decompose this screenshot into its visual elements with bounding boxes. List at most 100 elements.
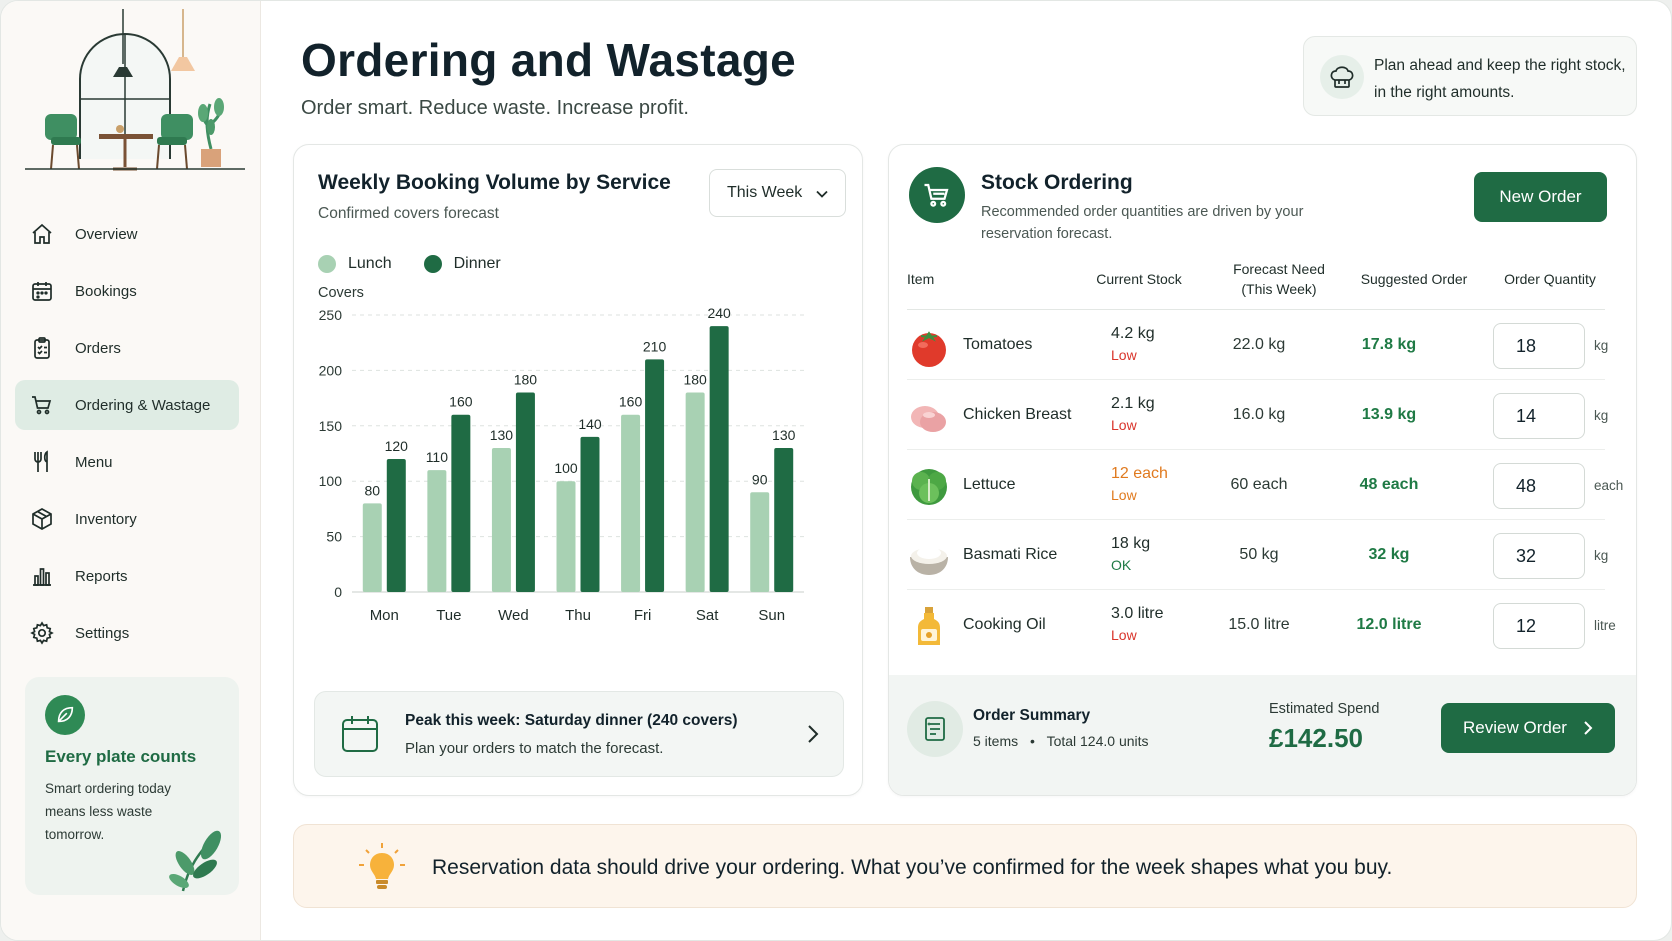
- sidebar-nav: Overview Bookings Orders Ordering & Wast…: [15, 209, 239, 665]
- unit-label: kg: [1594, 408, 1609, 423]
- row-divider: [907, 519, 1605, 520]
- chart-card-title: Weekly Booking Volume by Service: [318, 171, 671, 194]
- chart-card-subtitle: Confirmed covers forecast: [318, 205, 499, 222]
- stock-card-title: Stock Ordering: [981, 171, 1133, 194]
- forecast-need: 60 each: [1230, 476, 1288, 493]
- estimated-spend-label: Estimated Spend: [1269, 701, 1380, 717]
- sidebar-item-label: Menu: [75, 453, 113, 471]
- column-header-suggested: Suggested Order: [1360, 271, 1468, 287]
- oil-icon: [918, 607, 940, 645]
- current-stock-value: 12 each: [1111, 465, 1168, 482]
- legend-item-lunch: Lunch: [318, 255, 392, 273]
- legend-label: Lunch: [348, 255, 392, 272]
- current-stock-value: 4.2 kg: [1111, 325, 1155, 342]
- current-stock: 3.0 litre Low: [1111, 605, 1163, 643]
- x-tick-label: Sat: [696, 607, 719, 624]
- data-label: 240: [707, 305, 731, 321]
- table-row: Basmati Rice 18 kg OK 50 kg 32 kg kg: [889, 521, 1636, 590]
- row-divider: [907, 589, 1605, 590]
- y-tick-label: 0: [334, 584, 342, 600]
- y-tick-label: 100: [319, 473, 343, 489]
- promo-card: Every plate counts Smart ordering today …: [25, 677, 239, 895]
- sidebar-item-label: Bookings: [75, 282, 137, 300]
- legend-label: Dinner: [453, 255, 501, 272]
- y-tick-label: 50: [326, 529, 342, 545]
- unit-label: litre: [1594, 618, 1616, 633]
- sidebar-item-bookings[interactable]: Bookings: [15, 266, 239, 316]
- bar-lunch-mon: [362, 503, 382, 592]
- current-stock: 2.1 kg Low: [1111, 395, 1155, 433]
- data-label: 180: [514, 372, 538, 388]
- lightbulb-icon: [359, 843, 405, 889]
- legend-swatch-dinner: [423, 255, 442, 273]
- estimated-spend-value: £142.50: [1269, 723, 1363, 753]
- home-icon: [29, 221, 55, 247]
- data-label: 130: [772, 427, 796, 443]
- current-stock-value: 18 kg: [1111, 535, 1151, 552]
- bar-lunch-fri: [621, 414, 641, 592]
- suggested-order: 48 each: [1359, 476, 1419, 493]
- data-label: 140: [578, 416, 602, 432]
- chevron-right-icon: [1584, 721, 1593, 735]
- column-header-current: Current Stock: [1096, 271, 1182, 287]
- clipboard-icon: [29, 335, 55, 361]
- forecast-need: 16.0 kg: [1232, 406, 1286, 423]
- x-tick-label: Fri: [634, 607, 652, 624]
- y-tick-label: 250: [319, 307, 343, 323]
- status-badge: Low: [1111, 627, 1137, 643]
- item-name: Basmati Rice: [963, 546, 1058, 563]
- y-tick-label: 200: [319, 362, 343, 378]
- x-tick-label: Tue: [436, 607, 461, 624]
- plant-icon: [169, 830, 222, 892]
- table-row: Chicken Breast 2.1 kg Low 16.0 kg 13.9 k…: [889, 381, 1636, 450]
- item-name: Cooking Oil: [963, 616, 1046, 633]
- sidebar-item-reports[interactable]: Reports: [15, 551, 239, 601]
- order-quantity-input[interactable]: [1493, 323, 1585, 369]
- forecast-need: 50 kg: [1239, 546, 1279, 563]
- status-badge: Low: [1111, 487, 1137, 503]
- row-divider: [907, 449, 1605, 450]
- order-summary-title: Order Summary: [973, 707, 1091, 724]
- order-quantity-input[interactable]: [1493, 463, 1585, 509]
- data-label: 100: [554, 460, 578, 476]
- chicken-icon: [911, 406, 946, 432]
- bar-dinner-tue: [451, 414, 471, 592]
- suggested-order: 12.0 litre: [1356, 616, 1422, 633]
- bar-dinner-sat: [709, 326, 729, 592]
- tomato-icon: [912, 331, 946, 367]
- x-tick-label: Thu: [565, 607, 591, 624]
- peak-callout[interactable]: Peak this week: Saturday dinner (240 cov…: [314, 691, 844, 777]
- lettuce-icon: [911, 469, 947, 505]
- order-quantity-input[interactable]: [1493, 533, 1585, 579]
- data-label: 180: [683, 372, 707, 388]
- review-order-button[interactable]: Review Order: [1441, 703, 1615, 753]
- item-name: Chicken Breast: [963, 406, 1072, 423]
- data-label: 130: [490, 427, 514, 443]
- order-quantity-input[interactable]: [1493, 603, 1585, 649]
- current-stock: 18 kg OK: [1111, 535, 1150, 573]
- tip-text: Plan ahead and keep the right stock, in …: [1374, 57, 1626, 101]
- sidebar-item-orders[interactable]: Orders: [15, 323, 239, 373]
- new-order-button[interactable]: New Order: [1474, 172, 1607, 222]
- bar-dinner-fri: [645, 359, 665, 592]
- sidebar-item-menu[interactable]: Menu: [15, 437, 239, 487]
- order-quantity-input[interactable]: [1493, 393, 1585, 439]
- sidebar-item-settings[interactable]: Settings: [15, 608, 239, 658]
- banner-text: Reservation data should drive your order…: [432, 856, 1393, 879]
- period-dropdown[interactable]: This Week: [709, 169, 846, 217]
- item-name: Lettuce: [963, 476, 1016, 493]
- suggested-order: 32 kg: [1368, 546, 1410, 563]
- sidebar-item-overview[interactable]: Overview: [15, 209, 239, 259]
- y-tick-label: 150: [319, 418, 343, 434]
- calendar-icon: [29, 278, 55, 304]
- status-badge: Low: [1111, 417, 1137, 433]
- x-tick-label: Mon: [370, 607, 399, 624]
- page-title: Ordering and Wastage: [301, 34, 797, 86]
- sidebar-item-ordering-wastage[interactable]: Ordering & Wastage: [15, 380, 239, 430]
- chevron-down-icon: [816, 190, 828, 198]
- peak-title: Peak this week: Saturday dinner (240 cov…: [405, 712, 738, 729]
- sidebar-item-inventory[interactable]: Inventory: [15, 494, 239, 544]
- stock-card-subtitle: Recommended order quantities are driven …: [981, 204, 1304, 242]
- row-divider: [907, 379, 1605, 380]
- bar-dinner-thu: [580, 436, 600, 592]
